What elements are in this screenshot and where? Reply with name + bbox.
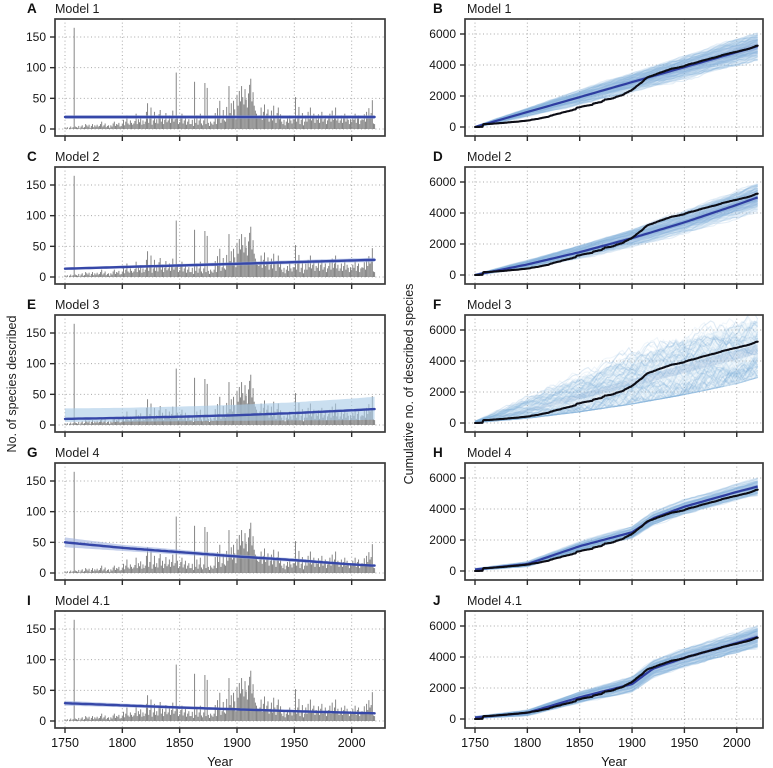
svg-text:2000: 2000 [429, 681, 456, 695]
panel-letter: A [27, 1, 37, 16]
panel-h: 0 2000 4000 6000 H Model 4 [395, 444, 773, 592]
svg-text:2000: 2000 [429, 237, 456, 251]
svg-text:50: 50 [33, 683, 47, 697]
panel-title: Model 3 [467, 298, 512, 312]
svg-text:0: 0 [39, 566, 46, 580]
panel-b: 0 2000 4000 6000 B Model 1 [395, 0, 773, 148]
svg-text:4000: 4000 [429, 206, 456, 220]
panel-letter: E [27, 297, 37, 312]
panel-g-plot: 0 50 100 150 [26, 462, 386, 585]
panel-title: Model 4.1 [467, 594, 522, 608]
svg-text:2000: 2000 [723, 736, 751, 750]
svg-text:150: 150 [26, 178, 46, 192]
panel-d-plot: 0 2000 4000 6000 [429, 166, 764, 289]
panel-a-plot: 0 50 100 150 [26, 18, 386, 141]
svg-text:100: 100 [26, 653, 46, 667]
panel-c-plot: 0 50 100 150 [26, 166, 386, 289]
x-axis-title: Year [601, 754, 628, 768]
svg-text:0: 0 [39, 122, 46, 136]
svg-text:100: 100 [26, 209, 46, 223]
panel-title: Model 4 [55, 446, 100, 460]
panel-letter: F [433, 297, 442, 312]
svg-text:100: 100 [26, 505, 46, 519]
svg-text:4000: 4000 [429, 58, 456, 72]
svg-text:0: 0 [39, 714, 46, 728]
svg-text:0: 0 [449, 416, 456, 430]
svg-text:150: 150 [26, 30, 46, 44]
panel-letter: I [27, 593, 31, 608]
svg-text:150: 150 [26, 326, 46, 340]
panel-letter: H [433, 445, 443, 460]
svg-text:2000: 2000 [338, 736, 366, 750]
panel-title: Model 3 [55, 298, 100, 312]
svg-text:1800: 1800 [108, 736, 136, 750]
panel-e-plot: 0 50 100 150 [26, 314, 386, 437]
svg-text:0: 0 [39, 418, 46, 432]
panel-title: Model 4.1 [55, 594, 110, 608]
svg-text:150: 150 [26, 474, 46, 488]
panel-d: 0 2000 4000 6000 D Model 2 [395, 148, 773, 296]
svg-text:50: 50 [33, 91, 47, 105]
panel-i: 0 50 100 150 1750 1800 1850 1900 1950 2000 Year I … [0, 592, 392, 768]
svg-text:4000: 4000 [429, 354, 456, 368]
svg-text:1950: 1950 [280, 736, 308, 750]
svg-text:6000: 6000 [429, 27, 456, 41]
panel-i-plot: 0 50 100 150 1750 1800 1850 1900 1950 2000 Year [26, 610, 386, 768]
panel-letter: G [27, 445, 38, 460]
svg-text:6000: 6000 [429, 619, 456, 633]
svg-text:1950: 1950 [670, 736, 698, 750]
svg-text:1900: 1900 [223, 736, 251, 750]
svg-text:50: 50 [33, 387, 47, 401]
panel-title: Model 2 [55, 150, 100, 164]
panel-letter: J [433, 593, 441, 608]
panel-letter: C [27, 149, 37, 164]
panel-title: Model 2 [467, 150, 512, 164]
svg-text:0: 0 [449, 120, 456, 134]
panel-g: 0 50 100 150 G Model 4 [0, 444, 392, 592]
panel-b-plot: 0 2000 4000 6000 [429, 18, 764, 141]
svg-text:100: 100 [26, 61, 46, 75]
svg-text:1850: 1850 [166, 736, 194, 750]
panel-f-plot: 0 2000 4000 6000 [429, 314, 764, 437]
panel-title: Model 1 [467, 2, 512, 16]
svg-text:150: 150 [26, 622, 46, 636]
svg-text:1900: 1900 [618, 736, 646, 750]
svg-text:2000: 2000 [429, 89, 456, 103]
panel-j: 0 2000 4000 6000 1750 1800 1850 1900 1950 2000 Yea… [395, 592, 773, 768]
svg-text:6000: 6000 [429, 471, 456, 485]
svg-text:4000: 4000 [429, 650, 456, 664]
svg-text:0: 0 [449, 564, 456, 578]
panel-f: 0 2000 4000 6000 F Model 3 [395, 296, 773, 444]
svg-text:2000: 2000 [429, 385, 456, 399]
svg-text:1750: 1750 [461, 736, 489, 750]
panel-c: 0 50 100 150 C Model 2 [0, 148, 392, 296]
panel-j-plot: 0 2000 4000 6000 1750 1800 1850 1900 1950 2000 Yea… [429, 610, 764, 768]
svg-text:100: 100 [26, 357, 46, 371]
panel-h-plot: 0 2000 4000 6000 [429, 462, 764, 585]
panel-letter: B [433, 1, 443, 16]
panel-title: Model 1 [55, 2, 100, 16]
svg-text:1750: 1750 [51, 736, 79, 750]
svg-text:0: 0 [449, 268, 456, 282]
panel-title: Model 4 [467, 446, 512, 460]
x-axis-title: Year [207, 754, 234, 768]
svg-text:1800: 1800 [513, 736, 541, 750]
svg-text:4000: 4000 [429, 502, 456, 516]
svg-text:50: 50 [33, 535, 47, 549]
svg-text:0: 0 [449, 712, 456, 726]
svg-text:1850: 1850 [566, 736, 594, 750]
svg-text:6000: 6000 [429, 175, 456, 189]
panel-e: 0 50 100 150 E Model 3 [0, 296, 392, 444]
svg-text:6000: 6000 [429, 323, 456, 337]
panel-letter: D [433, 149, 443, 164]
svg-text:2000: 2000 [429, 533, 456, 547]
svg-text:0: 0 [39, 270, 46, 284]
panel-a: 0 50 100 150 A Model 1 [0, 0, 392, 148]
svg-text:50: 50 [33, 239, 47, 253]
